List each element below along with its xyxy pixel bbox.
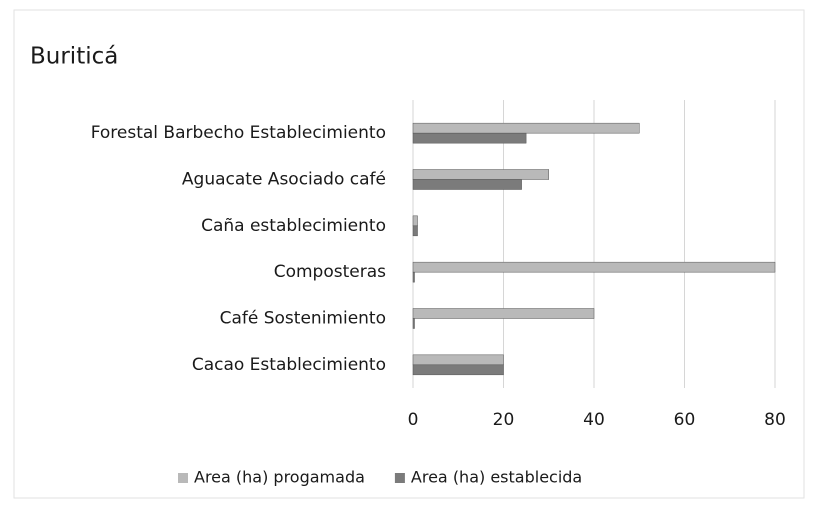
y-tick-label: Composteras bbox=[274, 262, 386, 282]
bar bbox=[412, 122, 640, 134]
bar bbox=[412, 169, 549, 180]
legend-swatch bbox=[178, 473, 188, 483]
bar bbox=[412, 308, 595, 319]
legend-swatch bbox=[394, 473, 405, 483]
bar bbox=[412, 132, 527, 144]
y-tick-label: Café Sostenimiento bbox=[220, 309, 386, 329]
legend-label: Area (ha) establecida bbox=[411, 468, 582, 487]
bar bbox=[412, 179, 522, 190]
bar bbox=[412, 271, 415, 283]
x-tick-label: 0 bbox=[408, 410, 419, 430]
y-tick-label: Cacao Establecimiento bbox=[192, 355, 386, 375]
bar bbox=[412, 354, 504, 366]
legend-label: Area (ha) progamada bbox=[194, 468, 365, 487]
bar bbox=[412, 261, 776, 273]
x-tick-label: 60 bbox=[674, 410, 696, 430]
bar bbox=[412, 318, 415, 329]
y-tick-label: Caña establecimiento bbox=[201, 216, 386, 236]
bar bbox=[412, 225, 418, 237]
x-tick-label: 40 bbox=[583, 410, 605, 430]
x-tick-label: 80 bbox=[764, 410, 786, 430]
chart-frame bbox=[13, 9, 805, 499]
bar bbox=[412, 364, 504, 376]
y-tick-label: Aguacate Asociado café bbox=[182, 170, 386, 190]
y-tick-label: Forestal Barbecho Establecimiento bbox=[91, 123, 386, 143]
chart-title: Buriticá bbox=[30, 44, 118, 70]
bar bbox=[412, 215, 418, 227]
x-tick-label: 20 bbox=[493, 410, 515, 430]
